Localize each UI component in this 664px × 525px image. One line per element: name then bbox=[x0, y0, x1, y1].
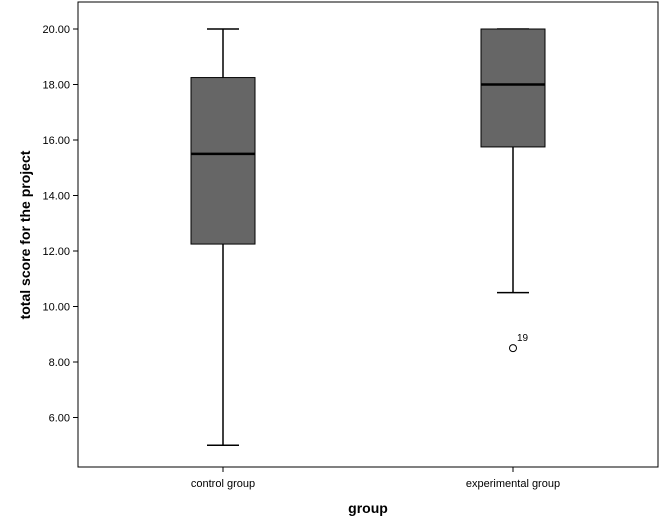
iqr-box bbox=[190, 77, 256, 245]
outlier-label: 19 bbox=[517, 333, 529, 344]
y-tick-label: 20.00 bbox=[42, 24, 70, 36]
y-axis-title: total score for the project bbox=[17, 150, 33, 319]
x-axis-title: group bbox=[348, 500, 388, 516]
box-group: 19 bbox=[480, 28, 546, 353]
y-tick-label: 14.00 bbox=[42, 191, 70, 203]
outlier-point bbox=[509, 344, 517, 353]
x-tick-label: experimental group bbox=[466, 478, 560, 490]
y-axis: 6.00 8.00 10.00 12.00 14.00 16.00 18.00 20.00 bbox=[42, 24, 78, 425]
y-tick-label: 16.00 bbox=[42, 135, 70, 147]
y-tick-label: 10.00 bbox=[42, 302, 70, 314]
box-group bbox=[190, 28, 256, 446]
y-tick-label: 6.00 bbox=[49, 413, 70, 425]
plot-area bbox=[77, 1, 659, 468]
x-axis: control group experimental group bbox=[191, 467, 560, 490]
y-tick-label: 12.00 bbox=[42, 246, 70, 258]
iqr-box bbox=[480, 28, 546, 148]
x-tick-label: control group bbox=[191, 478, 255, 490]
y-tick-label: 18.00 bbox=[42, 80, 70, 92]
boxes: 19 bbox=[190, 28, 546, 446]
y-tick-label: 8.00 bbox=[49, 357, 70, 369]
